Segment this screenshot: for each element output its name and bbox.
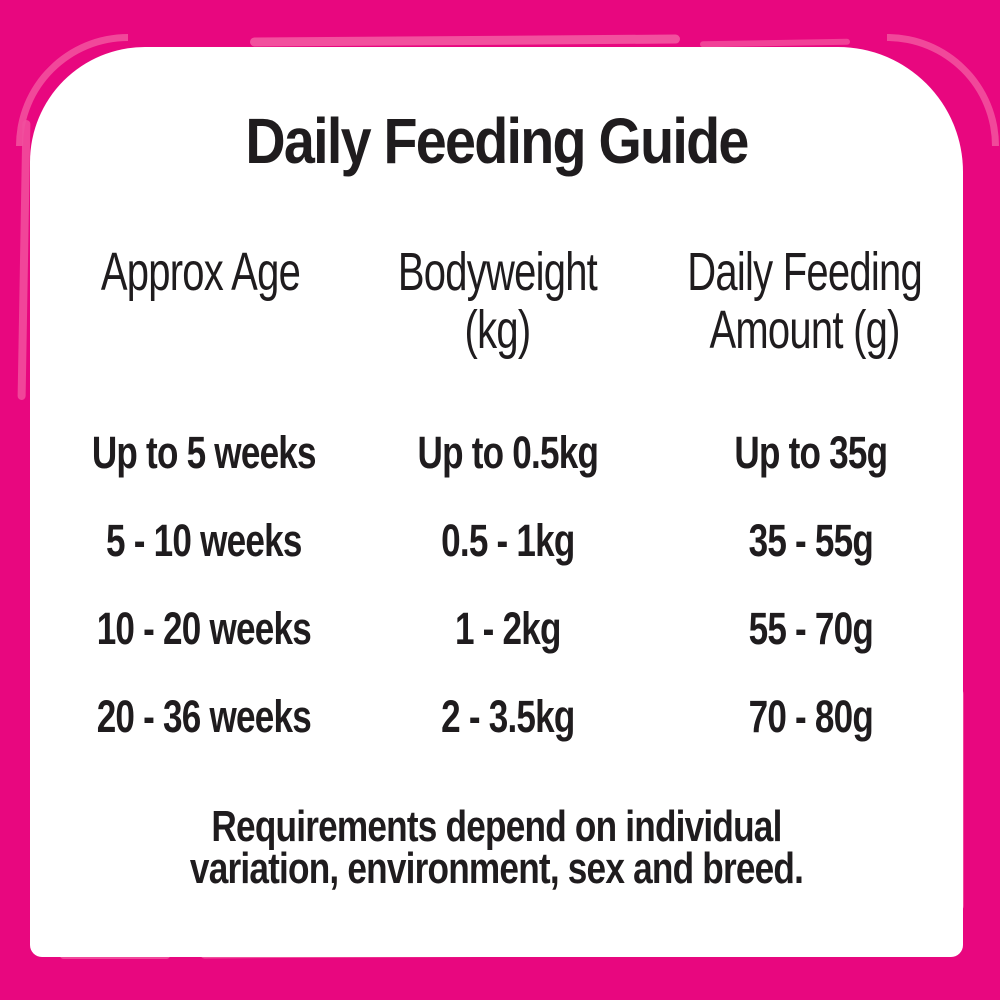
table-cell-weight-row4: 2 - 3.5kg (440, 691, 575, 742)
table-cell-age-row4: 20 - 36 weeks (96, 691, 312, 742)
table-cell-amount-row1: Up to 35g (734, 427, 889, 478)
table-cell-amount-row4: 70 - 80g (748, 691, 874, 742)
feeding-guide-panel: Daily Feeding Guide Approx Age Bodyweigh… (30, 47, 963, 957)
column-header-line: Amount (g) (709, 300, 900, 360)
table-cell-age-row2: 5 - 10 weeks (106, 515, 302, 566)
column-header-approx-age: Approx Age (91, 243, 311, 359)
table-body: Up to 5 weeks Up to 0.5kg Up to 35g 5 - … (52, 430, 963, 740)
page-title: Daily Feeding Guide (245, 105, 749, 177)
table-cell-weight-row3: 1 - 2kg (454, 603, 562, 654)
column-header-line: Approx Age (100, 242, 301, 302)
column-header-line: Bodyweight (397, 242, 598, 302)
table-cell-amount-row2: 35 - 55g (748, 515, 874, 566)
table-cell-weight-row2: 0.5 - 1kg (440, 515, 575, 566)
footnote-line: variation, environment, sex and breed. (189, 844, 804, 893)
column-header-bodyweight: Bodyweight (kg) (388, 243, 608, 359)
table-cell-weight-row1: Up to 0.5kg (417, 427, 598, 478)
footnote-line: Requirements depend on individual (211, 802, 782, 851)
footnote: Requirements depend on individual variat… (123, 802, 869, 893)
table-cell-age-row1: Up to 5 weeks (91, 427, 317, 478)
column-header-line: Daily Feeding (687, 242, 922, 302)
column-header-line: (kg) (464, 300, 531, 360)
table-cell-amount-row3: 55 - 70g (748, 603, 874, 654)
column-header-daily-feeding-amount: Daily Feeding Amount (g) (687, 243, 922, 359)
table-cell-age-row3: 10 - 20 weeks (96, 603, 312, 654)
table-header-row: Approx Age Bodyweight (kg) Daily Feeding… (52, 243, 963, 359)
brush-streak-top (249, 34, 681, 47)
